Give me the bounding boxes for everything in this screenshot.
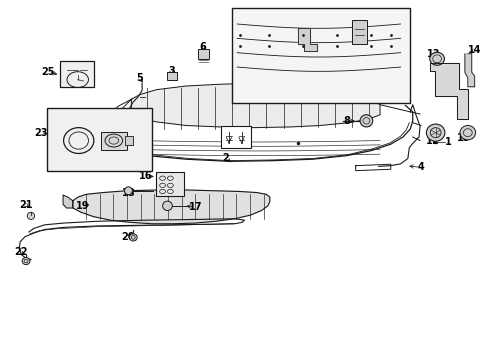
Text: 21: 21 bbox=[19, 200, 33, 210]
Polygon shape bbox=[464, 54, 474, 87]
Polygon shape bbox=[63, 195, 73, 208]
Bar bbox=[232, 8, 409, 103]
Ellipse shape bbox=[27, 212, 35, 220]
Polygon shape bbox=[298, 28, 316, 51]
Ellipse shape bbox=[459, 126, 475, 140]
Bar bbox=[125, 135, 133, 145]
Text: 18: 18 bbox=[122, 188, 135, 198]
Text: 25: 25 bbox=[41, 67, 55, 77]
Text: 14: 14 bbox=[467, 45, 480, 55]
Text: 20: 20 bbox=[122, 232, 135, 242]
Text: 1: 1 bbox=[444, 138, 451, 147]
Text: 4: 4 bbox=[417, 162, 424, 172]
Text: 11: 11 bbox=[425, 136, 438, 145]
Text: 13: 13 bbox=[426, 49, 439, 59]
Bar bbox=[198, 49, 208, 59]
Text: 7: 7 bbox=[259, 33, 266, 43]
Polygon shape bbox=[131, 83, 379, 128]
Bar bbox=[156, 172, 183, 197]
Text: 6: 6 bbox=[199, 42, 206, 52]
Bar bbox=[351, 21, 366, 44]
Ellipse shape bbox=[129, 234, 137, 241]
Bar bbox=[167, 72, 177, 80]
Text: 12: 12 bbox=[436, 82, 449, 92]
Text: 19: 19 bbox=[76, 201, 89, 211]
Bar bbox=[60, 61, 94, 87]
Text: 3: 3 bbox=[168, 66, 174, 76]
Text: 5: 5 bbox=[136, 73, 143, 83]
Bar bbox=[47, 108, 152, 171]
Ellipse shape bbox=[426, 124, 444, 141]
Ellipse shape bbox=[359, 115, 372, 127]
Text: 2: 2 bbox=[222, 153, 229, 163]
Bar bbox=[221, 126, 251, 148]
Text: 23: 23 bbox=[34, 128, 47, 138]
Ellipse shape bbox=[162, 201, 172, 211]
Ellipse shape bbox=[429, 52, 444, 65]
Text: 22: 22 bbox=[14, 247, 28, 257]
Text: 8: 8 bbox=[343, 116, 349, 126]
Text: 9: 9 bbox=[299, 24, 306, 34]
Text: 24: 24 bbox=[84, 142, 98, 152]
Polygon shape bbox=[429, 63, 467, 119]
Text: 15: 15 bbox=[456, 133, 470, 143]
Ellipse shape bbox=[124, 187, 132, 195]
Text: 16: 16 bbox=[139, 171, 152, 181]
Ellipse shape bbox=[22, 257, 30, 265]
Bar bbox=[101, 132, 127, 149]
Text: 17: 17 bbox=[188, 202, 202, 212]
Polygon shape bbox=[73, 190, 269, 224]
Text: 10: 10 bbox=[361, 30, 375, 40]
